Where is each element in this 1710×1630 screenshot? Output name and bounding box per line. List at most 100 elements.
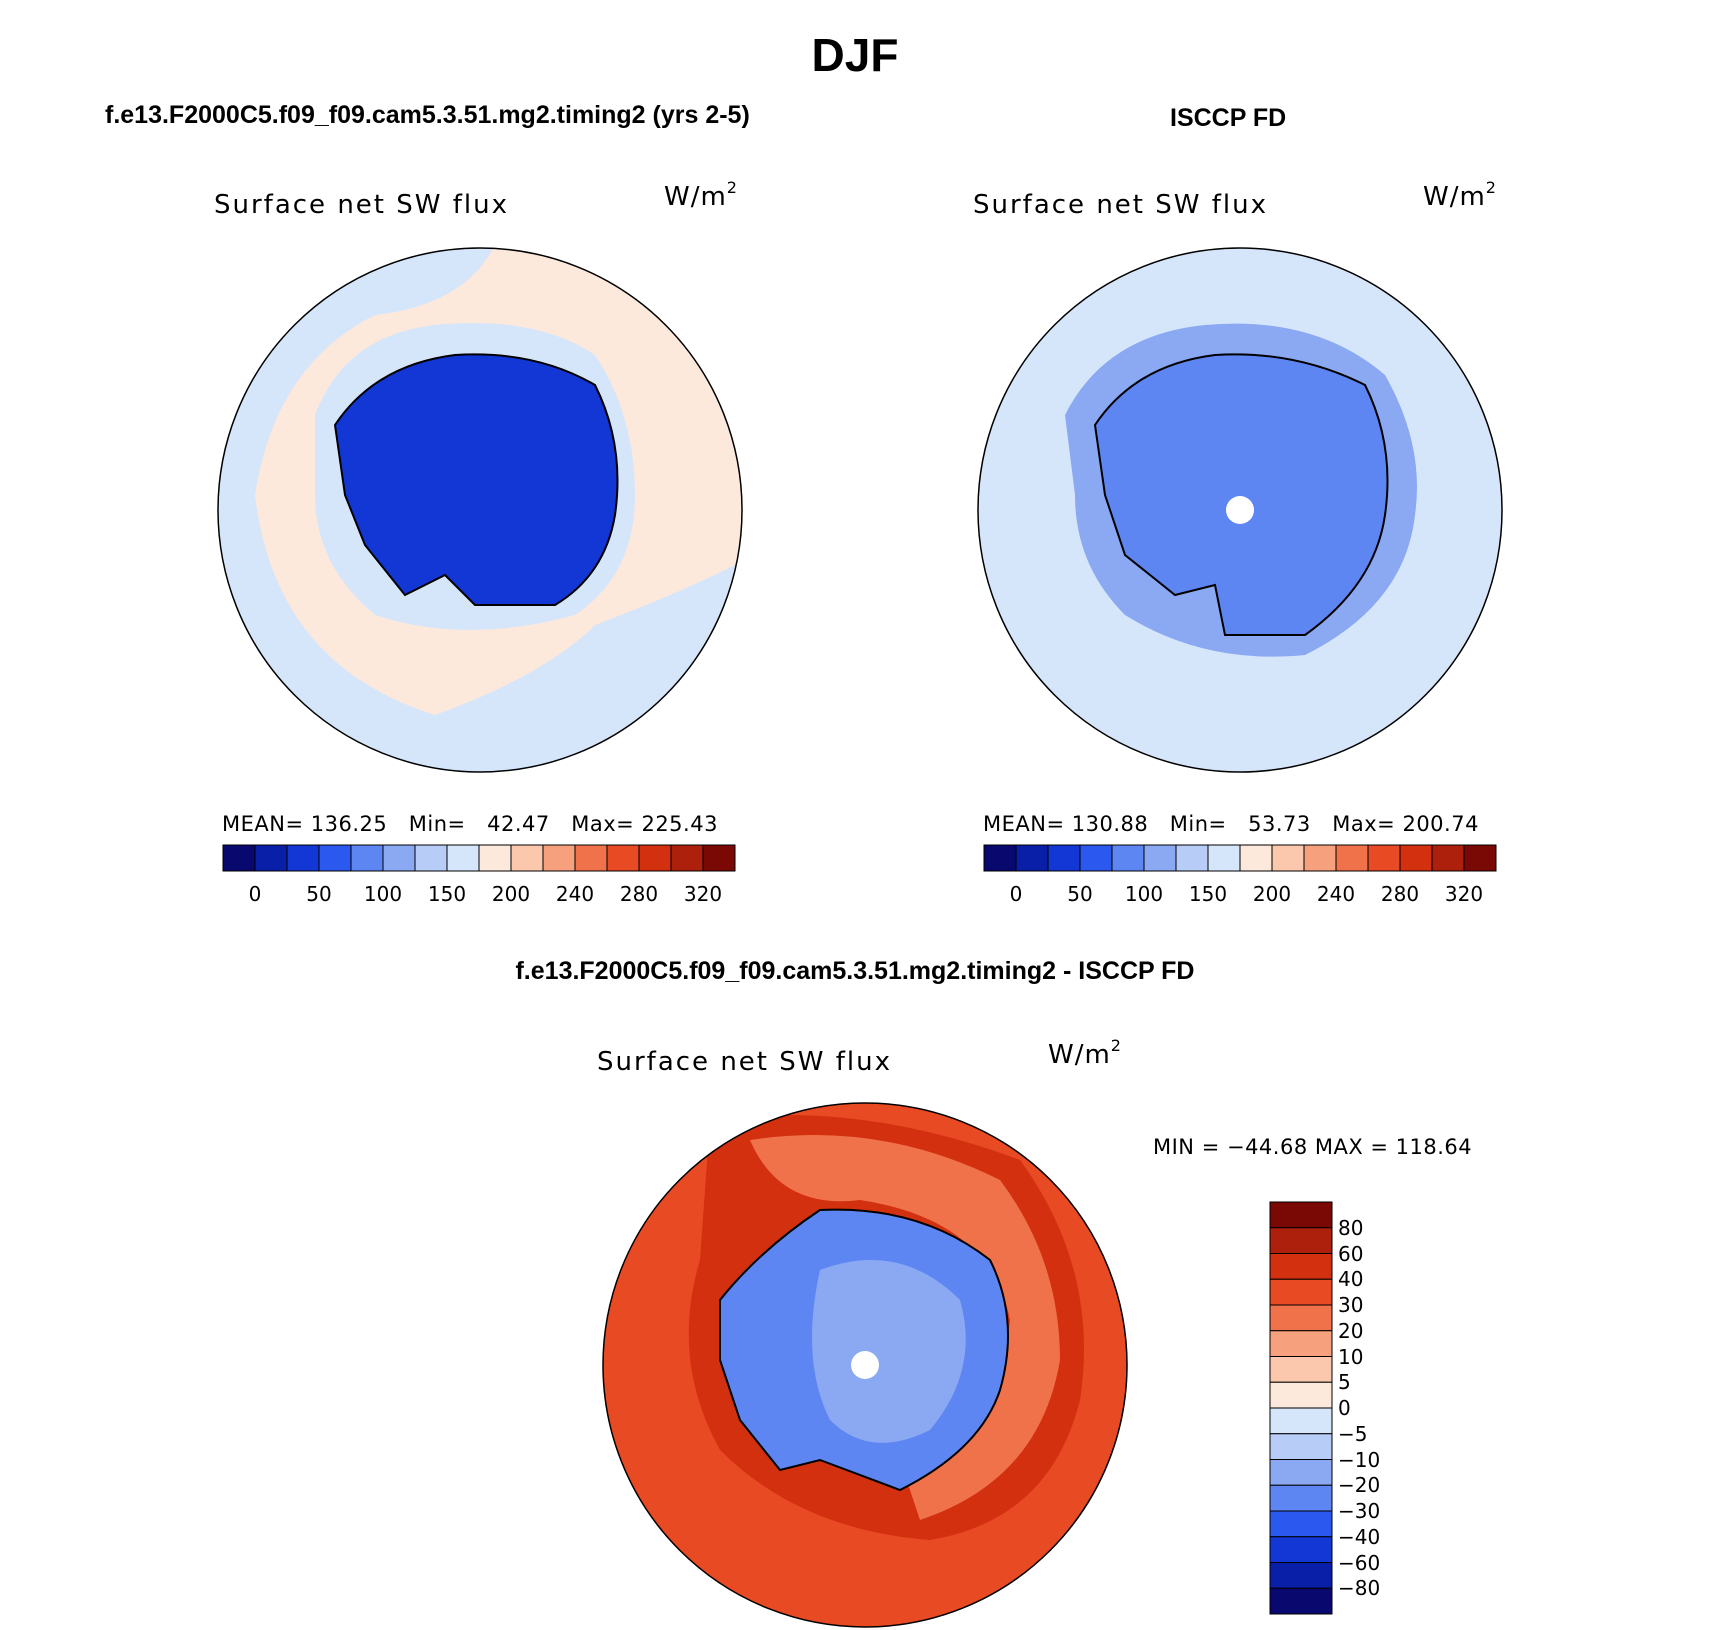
panel-2-colorbar-box — [983, 844, 1017, 872]
panel-1-field-antarctica — [335, 354, 618, 605]
panel-1-colorbar-tick-label: 320 — [683, 882, 723, 906]
panel-2-colorbar-tick-label: 320 — [1444, 882, 1484, 906]
panel-3-pole-hole — [851, 1351, 879, 1379]
panel-3-colorbar-box — [1269, 1510, 1333, 1538]
panel-1-colorbar-box — [542, 844, 576, 872]
panel-2-field-antarctica — [1095, 354, 1388, 635]
panel-3-colorbar-tick-label: −20 — [1338, 1473, 1381, 1498]
panel-3-coastline — [719, 1208, 1009, 1492]
panel-3-colorbar-tick-label: −60 — [1338, 1550, 1381, 1575]
panel-2-colorbar-box — [1303, 844, 1337, 872]
panel-3-title: f.e13.F2000C5.f09_f09.cam5.3.51.mg2.timi… — [515, 957, 1195, 985]
panel-2-colorbar-ticks: 0 50 100 150 200 240 280 320 — [984, 882, 1496, 908]
panel-2-colorbar — [983, 844, 1497, 872]
panel-3-units-label: W/m2 — [1048, 1036, 1122, 1070]
panel-3-colorbar-tick-label: −5 — [1338, 1421, 1368, 1446]
panel-2-colorbar-tick-label: 280 — [1380, 882, 1420, 906]
panel-1-colorbar-box — [478, 844, 512, 872]
panel-2-units-label: W/m2 — [1423, 178, 1497, 212]
panel-1-colorbar-box — [510, 844, 544, 872]
panel-1-colorbar-box — [350, 844, 384, 872]
panel-2-variable-label: Surface net SW flux — [973, 190, 1268, 220]
panel-2-colorbar-tick-label: 200 — [1252, 882, 1292, 906]
panel-2-colorbar-tick-label: 150 — [1188, 882, 1228, 906]
panel-3-colorbar-tick-label: −30 — [1338, 1499, 1381, 1523]
panel-1-stats: MEAN= 136.25 Min= 42.47 Max= 225.43 — [222, 812, 718, 836]
panel-3-colorbar-tick-label: 0 — [1338, 1396, 1351, 1420]
panel-1-colorbar-box — [702, 844, 736, 872]
panel-1-colorbar-tick-label: 100 — [363, 882, 403, 906]
panel-1-colorbar-tick-label: 50 — [306, 882, 332, 906]
panel-3-colorbar-tick-label: 10 — [1338, 1344, 1364, 1369]
panel-2-pole-hole — [1226, 496, 1254, 524]
panel-3-colorbar-tick-label: 60 — [1338, 1241, 1364, 1266]
panel-1-polar-map — [217, 247, 743, 773]
panel-3-polar-map — [602, 1102, 1128, 1628]
panel-1-colorbar-box — [318, 844, 352, 872]
panel-2-colorbar-box — [1047, 844, 1081, 872]
panel-2-colorbar-box — [1463, 844, 1497, 872]
panel-2-coastline — [1093, 353, 1389, 636]
panel-3-colorbar-tick-label: −40 — [1338, 1524, 1381, 1549]
panel-1-colorbar-box — [670, 844, 704, 872]
panel-2-colorbar-tick-label: 0 — [1009, 882, 1023, 906]
panel-2-colorbar-box — [1079, 844, 1113, 872]
panel-3-colorbar-box — [1269, 1201, 1333, 1229]
panel-1-colorbar-tick-label: 240 — [555, 882, 595, 906]
panel-3-colorbar — [1269, 1201, 1333, 1615]
panel-2-colorbar-box — [1335, 844, 1369, 872]
panel-1-colorbar-tick-label: 280 — [619, 882, 659, 906]
panel-1-variable-label: Surface net SW flux — [214, 190, 509, 220]
panel-1-colorbar-box — [638, 844, 672, 872]
panel-3-colorbar-box — [1269, 1433, 1333, 1460]
panel-1-colorbar-ticks: 0 50 100 150 200 240 280 320 — [223, 882, 735, 908]
panel-2-colorbar-box — [1175, 844, 1209, 872]
panel-3-colorbar-box — [1269, 1562, 1333, 1589]
panel-3-variable-label: Surface net SW flux — [597, 1047, 892, 1077]
panel-1-colorbar-tick-label: 200 — [491, 882, 531, 906]
panel-1-colorbar-box — [382, 844, 416, 872]
panel-3-colorbar-tick-label: 20 — [1338, 1318, 1364, 1343]
panel-3-colorbar-box — [1269, 1484, 1333, 1512]
panel-1-colorbar-box — [414, 844, 448, 872]
panel-2-colorbar-box — [1143, 844, 1177, 872]
panel-2-colorbar-tick-label: 240 — [1316, 882, 1356, 906]
panel-3-colorbar-tick-label: −80 — [1338, 1576, 1381, 1601]
panel-3-colorbar-box — [1269, 1227, 1333, 1254]
panel-3-colorbar-tick-label: 5 — [1338, 1370, 1351, 1395]
panel-3-stats: MIN = −44.68 MAX = 118.64 — [1153, 1135, 1473, 1159]
panel-1-field-ocean-band — [218, 248, 742, 772]
panel-3-colorbar-tick-label: 40 — [1338, 1267, 1364, 1292]
panel-1-colorbar-box — [446, 844, 480, 872]
panel-2-colorbar-box — [1207, 844, 1241, 872]
panel-3-colorbar-ticks: 80 60 40 30 20 10 5 0 −5 −10 −20 −30 −40 −60 −80 — [1338, 1202, 1418, 1614]
panel-2-colorbar-tick-label: 50 — [1067, 882, 1093, 906]
panel-3-colorbar-tick-label: 30 — [1338, 1293, 1364, 1317]
panel-3-colorbar-box — [1269, 1253, 1333, 1280]
panel-1-colorbar-tick-label: 0 — [248, 882, 262, 906]
panel-1-colorbar-box — [606, 844, 640, 872]
panel-2-colorbar-box — [1367, 844, 1401, 872]
panel-2-colorbar-box — [1399, 844, 1433, 872]
panel-2-colorbar-box — [1431, 844, 1465, 872]
panel-1-title: f.e13.F2000C5.f09_f09.cam5.3.51.mg2.timi… — [105, 101, 750, 129]
panel-1-units-label: W/m2 — [664, 178, 738, 212]
panel-1-colorbar-box — [222, 844, 256, 872]
panel-1-colorbar-box — [286, 844, 320, 872]
panel-1-colorbar — [222, 844, 736, 872]
panel-2-stats: MEAN= 130.88 Min= 53.73 Max= 200.74 — [983, 812, 1479, 836]
panel-3-colorbar-tick-label: −10 — [1338, 1447, 1381, 1472]
panel-2-polar-map — [977, 247, 1503, 773]
panel-3-colorbar-box — [1269, 1587, 1333, 1615]
panel-3-colorbar-box — [1269, 1356, 1333, 1383]
panel-2-colorbar-box — [1271, 844, 1305, 872]
page-title: DJF — [811, 29, 899, 81]
panel-2-colorbar-box — [1111, 844, 1145, 872]
panel-3-colorbar-box — [1269, 1278, 1333, 1306]
panel-3-field-interior — [812, 1260, 966, 1443]
panel-1-colorbar-tick-label: 150 — [427, 882, 467, 906]
panel-3-colorbar-box — [1269, 1381, 1333, 1409]
panel-1-coastline — [333, 353, 619, 606]
panel-3-colorbar-box — [1269, 1407, 1333, 1435]
panel-3-colorbar-box — [1269, 1304, 1333, 1332]
